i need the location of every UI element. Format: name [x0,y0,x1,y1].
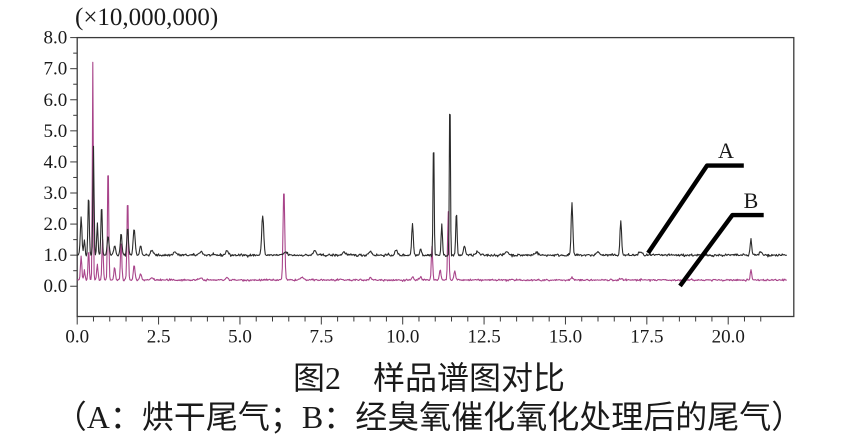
svg-text:0.0: 0.0 [65,327,89,348]
svg-text:2.5: 2.5 [147,327,171,348]
svg-text:7.5: 7.5 [309,327,333,348]
svg-text:8.0: 8.0 [43,28,67,49]
svg-text:4.0: 4.0 [43,152,67,173]
svg-text:1.0: 1.0 [43,245,67,266]
svg-text:A: A [718,138,734,163]
svg-text:(×10,000,000): (×10,000,000) [75,4,218,31]
svg-text:7.0: 7.0 [43,59,67,80]
svg-text:5.0: 5.0 [43,121,67,142]
svg-text:10.0: 10.0 [386,327,419,348]
svg-text:2.0: 2.0 [43,214,67,235]
svg-text:17.5: 17.5 [630,327,663,348]
svg-text:12.5: 12.5 [467,327,500,348]
svg-text:B: B [744,188,759,213]
svg-text:3.0: 3.0 [43,183,67,204]
svg-text:5.0: 5.0 [228,327,252,348]
svg-text:6.0: 6.0 [43,90,67,111]
svg-text:15.0: 15.0 [549,327,582,348]
svg-text:20.0: 20.0 [712,327,745,348]
svg-text:0.0: 0.0 [43,276,67,297]
